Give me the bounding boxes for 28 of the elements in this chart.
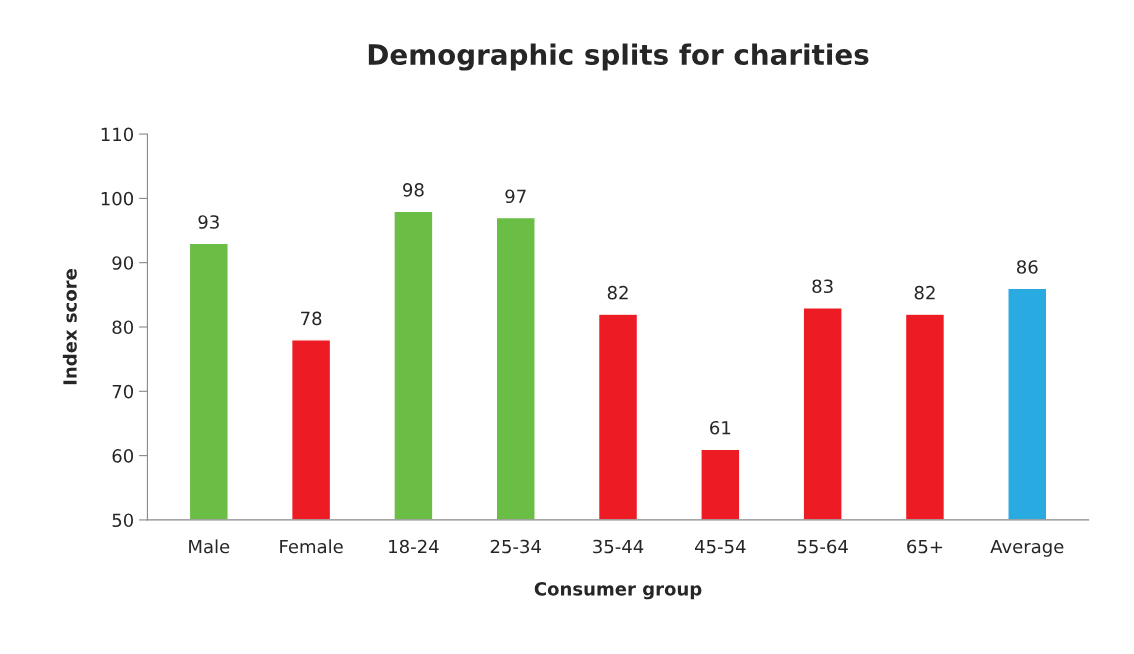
x-tick-label: 45-54 [694, 539, 746, 554]
y-tick-label: 60 [112, 449, 134, 463]
x-tick-label: Male [189, 539, 230, 554]
x-tick-label: 65+ [907, 539, 943, 554]
y-tick-label: 100 [101, 191, 134, 206]
data-label: 78 [301, 311, 322, 326]
x-tick-label: 25-34 [490, 539, 541, 554]
data-label: 97 [505, 189, 526, 204]
y-tick-label: 90 [112, 256, 134, 270]
x-axis-title: Consumer group [534, 582, 702, 600]
chart-title: Demographic splits for charities [368, 43, 869, 71]
y-tick-label: 110 [101, 127, 134, 142]
y-tick-label: 70 [112, 384, 134, 399]
data-label: 82 [914, 285, 935, 300]
x-tick-label: Average [990, 539, 1064, 557]
data-label: 98 [403, 182, 424, 197]
data-label: 93 [198, 215, 219, 229]
x-tick-label: 35-44 [593, 539, 644, 554]
data-label: 86 [1016, 260, 1038, 274]
data-label: 82 [607, 285, 628, 300]
x-tick-label: Female [280, 539, 343, 554]
x-tick-label: 55-64 [797, 539, 848, 554]
y-axis-title: Index score [62, 269, 77, 385]
y-tick-label: 50 [112, 513, 134, 528]
data-label: 61 [710, 420, 731, 435]
data-label: 83 [812, 279, 833, 294]
x-tick-label: 18-24 [389, 539, 439, 554]
y-tick-label: 80 [112, 320, 134, 335]
